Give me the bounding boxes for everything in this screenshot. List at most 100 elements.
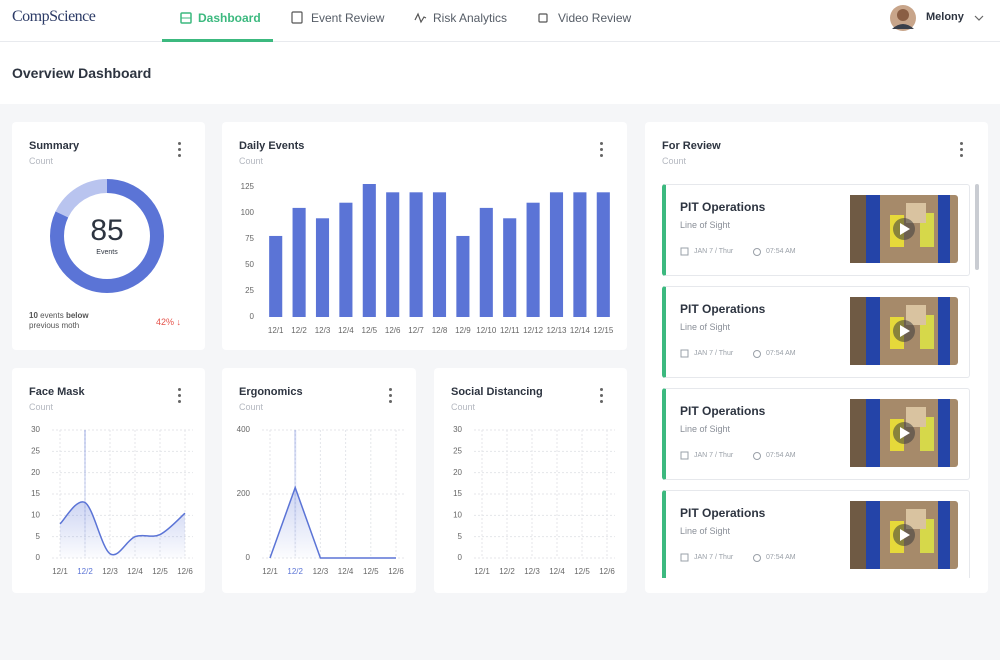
nav-tab[interactable]: Event Review xyxy=(311,11,385,25)
y-tick-label: 20 xyxy=(31,468,40,477)
summary-note: 10 events below previous moth xyxy=(29,311,89,331)
video-thumbnail[interactable] xyxy=(850,297,958,365)
line xyxy=(269,485,396,559)
video-thumbnail[interactable] xyxy=(850,399,958,467)
menu[interactable] xyxy=(600,142,604,160)
item-icons xyxy=(680,553,761,562)
video-thumbnail[interactable] xyxy=(850,195,958,263)
user-name[interactable]: Melony xyxy=(926,11,964,23)
card-title: Summary xyxy=(29,140,80,152)
x-tick-label: 12/2 xyxy=(499,567,515,576)
y-tick-label: 25 xyxy=(453,446,462,455)
y-tick-label: 125 xyxy=(241,182,255,191)
x-tick-label: 12/1 xyxy=(262,567,278,576)
y-tick-label: 25 xyxy=(245,286,254,295)
video-thumbnail[interactable] xyxy=(850,501,958,569)
line xyxy=(59,501,186,556)
bar xyxy=(362,184,376,317)
chevron[interactable] xyxy=(974,14,984,22)
bar xyxy=(315,218,330,317)
item-icons xyxy=(680,451,761,460)
menu[interactable] xyxy=(178,142,182,160)
y-tick-label: 10 xyxy=(453,510,462,519)
nav-tab[interactable]: Risk Analytics xyxy=(433,11,508,25)
y-tick-label: 0 xyxy=(250,312,255,321)
scrollbar[interactable] xyxy=(975,184,979,270)
x-tick-label: 12/4 xyxy=(338,326,354,335)
for-review-card: For Review Count PIT Operations Line of … xyxy=(645,122,988,593)
y-tick-label: 20 xyxy=(453,468,462,477)
x-tick-label: 12/12 xyxy=(523,326,544,335)
line-area xyxy=(270,487,396,558)
x-tick-label: 12/8 xyxy=(432,326,448,335)
donut-segment xyxy=(50,179,164,293)
item-time: 07:54 AM xyxy=(766,554,796,561)
highlight-line xyxy=(84,430,86,558)
review-item[interactable]: PIT Operations Line of Sight JAN 7 / Thu… xyxy=(662,490,970,578)
center-value: 85 xyxy=(90,214,123,247)
line-chart: 0 5 10 15 20 25 30 12/1 12/2 12/3 12/4 12/5 12/6 xyxy=(453,425,615,576)
y-tick-label: 5 xyxy=(458,532,463,541)
item-time: 07:54 AM xyxy=(766,350,796,357)
review-item[interactable]: PIT Operations Line of Sight JAN 7 / Thu… xyxy=(662,286,970,378)
card-subtitle: Count xyxy=(239,156,264,166)
item-subtitle: Line of Sight xyxy=(680,322,731,332)
menu[interactable] xyxy=(960,142,964,160)
x-tick-label: 12/4 xyxy=(127,567,143,576)
note-rest: previous moth xyxy=(29,321,80,330)
x-tick-label: 12/3 xyxy=(102,567,118,576)
line-chart: 0 5 10 15 20 25 30 12/1 12/2 12/3 12/4 12/5 12/6 xyxy=(31,425,193,576)
x-tick-label: 12/2 xyxy=(287,567,303,576)
x-tick-label: 12/5 xyxy=(363,567,379,576)
bar xyxy=(339,202,353,317)
y-tick-label: 0 xyxy=(36,553,41,562)
x-tick-label: 12/3 xyxy=(313,567,329,576)
y-tick-label: 15 xyxy=(453,489,462,498)
menu[interactable] xyxy=(389,388,393,406)
item-subtitle: Line of Sight xyxy=(680,526,731,536)
y-tick-label: 400 xyxy=(237,425,251,434)
bar xyxy=(503,218,517,317)
item-icons xyxy=(680,247,761,256)
x-tick-label: 12/14 xyxy=(570,326,591,335)
card-title: Ergonomics xyxy=(239,386,303,398)
review-list: PIT Operations Line of Sight JAN 7 / Thu… xyxy=(645,184,988,578)
card-subtitle: Count xyxy=(29,156,54,166)
center-label: Events xyxy=(96,249,118,256)
bar xyxy=(596,192,610,317)
x-tick-label: 12/1 xyxy=(474,567,490,576)
change: 42% ↓ xyxy=(156,317,182,327)
x-tick-label: 12/6 xyxy=(599,567,615,576)
item-title: PIT Operations xyxy=(680,200,766,214)
x-tick-label: 12/3 xyxy=(315,326,331,335)
y-tick-label: 30 xyxy=(31,425,40,434)
menu[interactable] xyxy=(600,388,604,406)
ergonomics-card: Ergonomics Count 0 200 400 12/1 12/2 12/3 12/4… xyxy=(222,368,416,593)
x-tick-label: 12/6 xyxy=(385,326,401,335)
item-time: 07:54 AM xyxy=(766,248,796,255)
nav-tab[interactable]: Dashboard xyxy=(198,11,261,25)
bar xyxy=(573,192,587,317)
y-tick-label: 100 xyxy=(241,208,255,217)
bar xyxy=(409,192,423,317)
nav-tab[interactable]: Video Review xyxy=(558,11,632,25)
menu[interactable] xyxy=(178,388,182,406)
face-mask-card: Face Mask Count 0 5 10 15 20 25 30 12/1 12/2 12/3… xyxy=(12,368,205,593)
x-tick-label: 12/1 xyxy=(268,326,284,335)
item-title: PIT Operations xyxy=(680,302,766,316)
active-underline xyxy=(162,39,273,42)
review-item[interactable]: PIT Operations Line of Sight JAN 7 / Thu… xyxy=(662,184,970,276)
summary-card: Summary Count 85 Events 10 events below pr… xyxy=(12,122,205,350)
x-tick-label: 12/13 xyxy=(546,326,567,335)
card-title: Face Mask xyxy=(29,386,85,398)
avatar[interactable] xyxy=(889,4,917,32)
card-title: Daily Events xyxy=(239,140,305,152)
y-tick-label: 200 xyxy=(237,489,251,498)
x-tick-label: 12/4 xyxy=(338,567,354,576)
y-tick-label: 5 xyxy=(36,532,41,541)
x-tick-label: 12/5 xyxy=(152,567,168,576)
x-tick-label: 12/2 xyxy=(291,326,307,335)
review-item[interactable]: PIT Operations Line of Sight JAN 7 / Thu… xyxy=(662,388,970,480)
x-tick-label: 12/15 xyxy=(593,326,614,335)
brand[interactable]: CompScience xyxy=(12,8,96,25)
